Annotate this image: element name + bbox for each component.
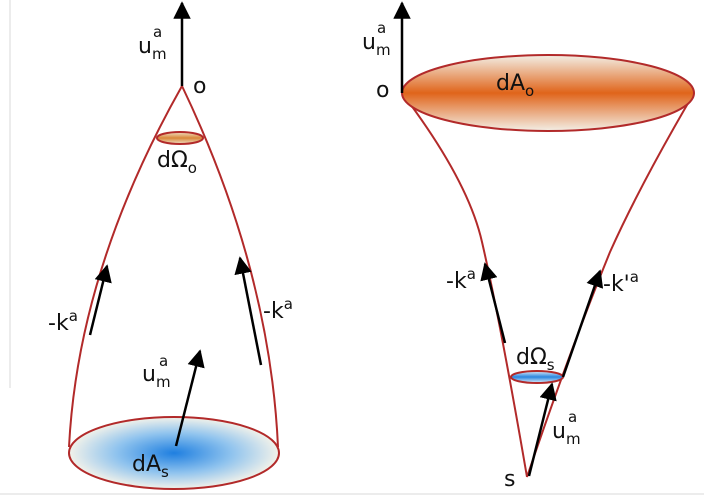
source-velocity-arrow (174, 349, 205, 447)
left-label-um-source-sup: a (159, 352, 168, 370)
observer-area-ellipse (401, 54, 695, 132)
left-label-da-s: dAs (132, 452, 169, 481)
left-label-um-source: um (142, 362, 171, 391)
right-label-um-sup: a (377, 19, 386, 37)
source-solid-angle-ellipse (510, 370, 564, 384)
left-cone (68, 1, 280, 490)
right-label-um-source-sup: a (568, 408, 577, 426)
left-label-o: o (193, 74, 206, 99)
right-cone-edge-left (401, 92, 528, 478)
left-label-k-right: -ka (263, 295, 293, 324)
left-label-um: um (138, 34, 167, 63)
right-cone (393, 1, 695, 478)
right-label-um-source: um (552, 419, 581, 448)
left-label-k-left: -ka (48, 307, 78, 336)
right-label-um: um (362, 30, 391, 59)
right-label-k-prime: -k'a (603, 268, 639, 297)
right-ray-arrow (234, 256, 263, 366)
left-ray-arrow-right (480, 262, 507, 344)
right-ray-arrow-right (561, 269, 604, 378)
right-cone-edge-right (526, 92, 695, 478)
left-ray-arrow (88, 264, 112, 336)
source-velocity-arrow-right (527, 382, 557, 477)
observer-solid-angle-ellipse (156, 131, 204, 145)
right-label-s: s (504, 467, 515, 492)
right-label-da-o: dAo (496, 71, 534, 100)
source-area-ellipse (68, 416, 280, 490)
left-label-domega-o: dΩo (157, 148, 197, 177)
right-label-o: o (376, 78, 389, 103)
left-label-um-sup: a (153, 23, 162, 41)
right-label-domega-s: dΩs (516, 345, 555, 374)
right-label-k-left: -ka (446, 265, 476, 294)
